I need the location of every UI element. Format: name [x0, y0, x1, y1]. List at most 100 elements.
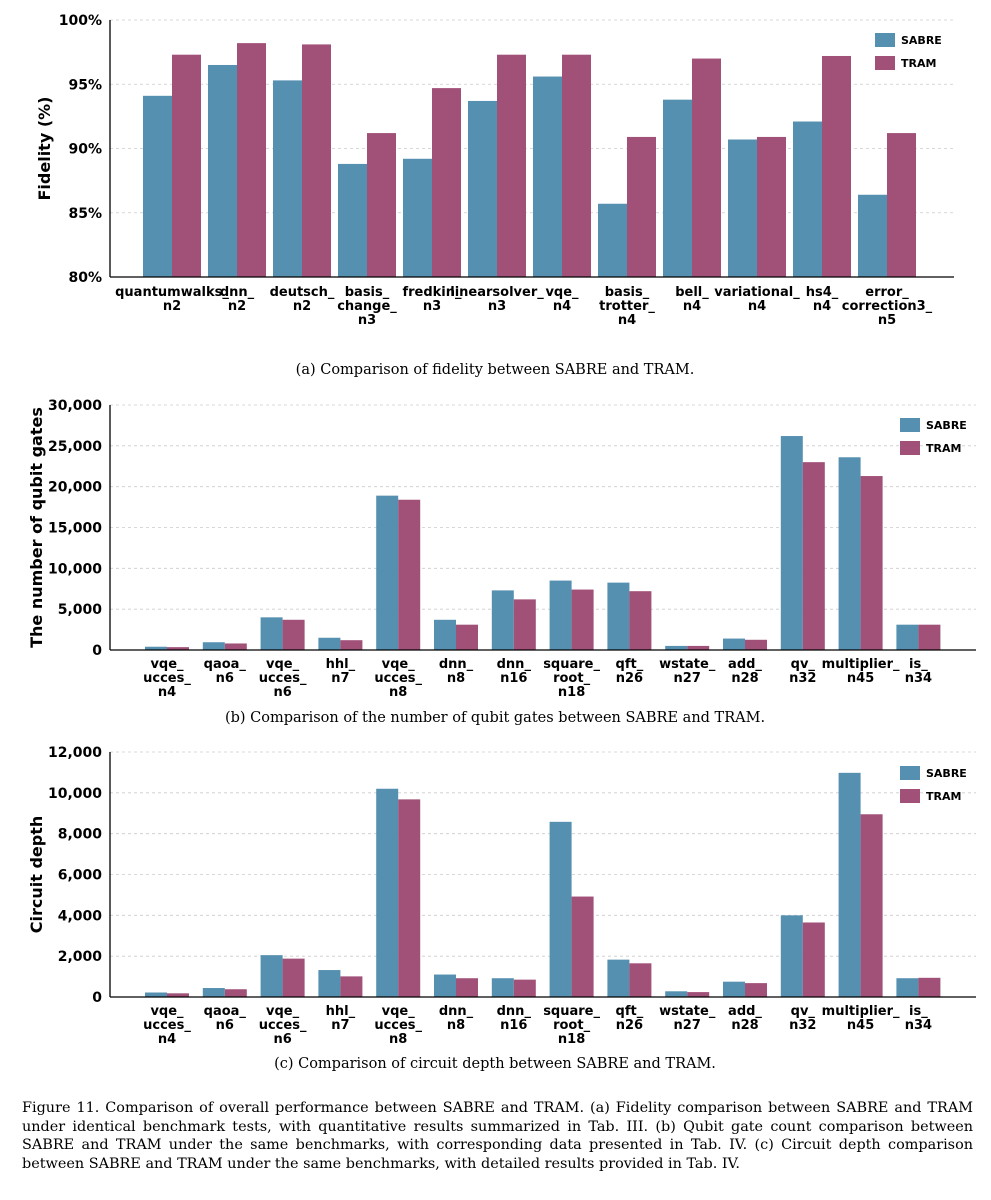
x-tick-label: multiplier_ n45 [822, 657, 900, 686]
sabre-bar [723, 981, 745, 997]
tram-bar [367, 133, 396, 277]
x-tick-label: vqe_ ucces_ n8 [374, 657, 422, 700]
x-tick-label: vqe_ ucces_ n6 [259, 657, 307, 700]
x-tick-line: square_ [543, 1004, 600, 1019]
x-tick-line: add_ [728, 1004, 762, 1019]
x-tick-line: n3 [358, 313, 376, 328]
x-tick-line: vqe_ [150, 1004, 184, 1019]
x-tick-line: dnn_ [497, 1004, 532, 1019]
x-tick-line: n2 [293, 299, 311, 314]
sabre-bar [896, 978, 919, 997]
x-tick-label: wstate_ n27 [659, 1004, 716, 1033]
x-tick-line: n6 [216, 671, 234, 686]
sabre-bar [838, 772, 861, 997]
x-tick-label: qv_ n32 [789, 1004, 816, 1033]
x-tick-line: ucces_ [143, 1018, 191, 1033]
y-tick-label: 100% [59, 13, 102, 29]
sabre-bar [793, 121, 822, 277]
x-tick-line: qft_ [616, 1004, 644, 1019]
y-tick-label: 5,000 [58, 602, 103, 618]
sabre-bar [780, 436, 803, 650]
tram-bar [918, 624, 941, 650]
x-tick-line: n4 [158, 685, 176, 700]
x-tick-label: qaoa_ n6 [204, 657, 247, 686]
tram-bar [282, 619, 305, 650]
x-tick-label: qft_ n26 [616, 657, 644, 686]
x-tick-line: root_ [553, 671, 590, 686]
sabre-bar [533, 76, 562, 277]
x-tick-line: n2 [228, 299, 246, 314]
x-tick-line: n3 [488, 299, 506, 314]
x-tick-line: ucces_ [374, 671, 422, 686]
y-tick-label: 20,000 [48, 480, 102, 496]
x-tick-line: n2 [163, 299, 181, 314]
sabre-bar [318, 637, 341, 650]
sabre-bar [780, 915, 803, 997]
sabre-bar [145, 646, 167, 650]
tram-bar [802, 462, 825, 650]
x-tick-label: vqe_ ucces_ n4 [143, 657, 191, 700]
x-tick-line: ucces_ [143, 671, 191, 686]
x-tick-label: vqe_ ucces_ n4 [143, 1004, 191, 1047]
x-tick-label: qv_ n32 [789, 657, 816, 686]
x-tick-label: dnn_ n2 [220, 285, 255, 314]
x-tick-line: trotter_ [599, 299, 655, 314]
sabre-bar [143, 95, 172, 277]
tram-bar [398, 799, 421, 997]
tram-bar [167, 647, 189, 650]
tram-bar [687, 645, 710, 650]
tram-bar [627, 136, 656, 277]
tram-bar [918, 977, 941, 997]
x-tick-line: vqe_ [545, 285, 579, 300]
x-tick-label: square_ root_ n18 [543, 1004, 600, 1047]
x-tick-label: qaoa_ n6 [204, 1004, 247, 1033]
tram-legend-label: TRAM [901, 57, 936, 70]
x-tick-line: hhl_ [326, 657, 356, 672]
x-tick-label: basis_ trotter_ n4 [599, 285, 655, 328]
x-tick-label: is_ n34 [905, 657, 932, 686]
x-tick-line: dnn_ [439, 1004, 474, 1019]
tram-bar [167, 993, 189, 997]
sabre-bar [549, 580, 572, 650]
legend: SABRE TRAM [900, 766, 967, 803]
y-tick-label: 95% [68, 77, 102, 93]
sabre-bar [896, 624, 919, 650]
y-tick-label: 10,000 [48, 786, 102, 802]
x-tick-line: qaoa_ [204, 1004, 247, 1019]
x-tick-line: hhl_ [326, 1004, 356, 1019]
sabre-legend-label: SABRE [901, 34, 942, 47]
tram-bar [629, 591, 652, 650]
tram-bar [456, 978, 478, 997]
sabre-bar [434, 619, 456, 650]
y-tick-label: 8,000 [58, 827, 103, 843]
tram-bar [302, 44, 331, 277]
x-tick-line: n45 [847, 1018, 874, 1033]
tram-bar [860, 814, 883, 997]
sabre-legend-swatch [900, 766, 920, 780]
x-tick-label: hhl_ n7 [326, 1004, 356, 1033]
tram-bar [629, 963, 652, 997]
x-tick-line: is_ [909, 657, 928, 672]
tram-bar [432, 88, 461, 277]
x-tick-line: n7 [331, 1018, 349, 1033]
x-tick-line: root_ [553, 1018, 590, 1033]
x-tick-line: deutsch_ [270, 285, 335, 300]
tram-bar [687, 992, 710, 997]
x-tick-line: vqe_ [382, 657, 416, 672]
tram-bar [456, 624, 478, 650]
tram-legend-swatch [875, 56, 895, 70]
tram-legend-label: TRAM [926, 790, 961, 803]
x-tick-label: dnn_ n8 [439, 1004, 474, 1033]
x-tick-label: add_ n28 [728, 657, 762, 686]
figure-caption: Figure 11. Comparison of overall perform… [22, 1100, 973, 1172]
x-tick-line: n45 [847, 671, 874, 686]
tram-bar [757, 136, 786, 277]
x-tick-line: fredkin_ [402, 285, 462, 300]
sabre-bar [376, 495, 399, 650]
sabre-bar [858, 194, 887, 277]
x-tick-line: square_ [543, 657, 600, 672]
x-tick-line: n28 [731, 671, 758, 686]
x-tick-label: dnn_ n16 [497, 657, 532, 686]
sabre-bar [273, 80, 302, 278]
